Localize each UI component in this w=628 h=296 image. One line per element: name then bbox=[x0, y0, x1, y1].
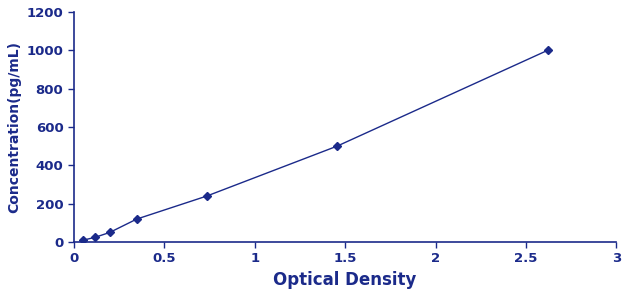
Y-axis label: Concentration(pg/mL): Concentration(pg/mL) bbox=[7, 41, 21, 213]
X-axis label: Optical Density: Optical Density bbox=[273, 271, 417, 289]
